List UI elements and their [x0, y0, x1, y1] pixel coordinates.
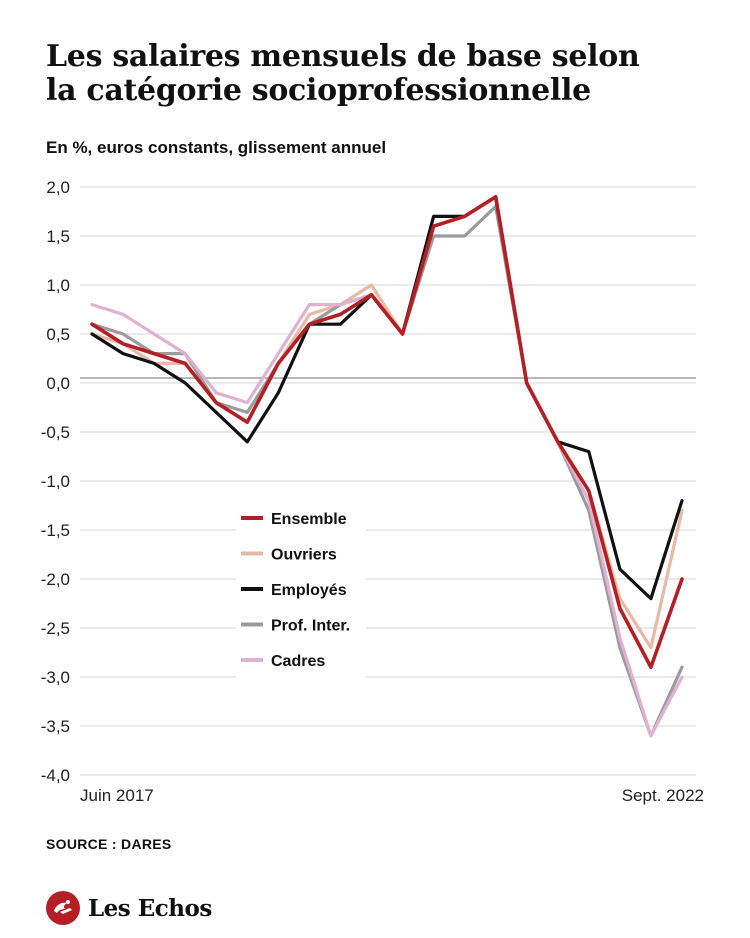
legend-label-ensemble: Ensemble	[271, 511, 347, 528]
brand: Les Echos	[46, 888, 212, 928]
x-axis-start-label: Juin 2017	[80, 786, 154, 805]
chart-subtitle: En %, euros constants, glissement annuel	[46, 138, 387, 157]
source-note: SOURCE : DARES	[46, 836, 172, 852]
legend-label-prof-inter: Prof. Inter.	[271, 618, 350, 635]
y-tick-label: 1,5	[46, 227, 70, 246]
gridlines	[80, 186, 696, 776]
chart-title-line-1: Les salaires mensuels de base selon	[46, 39, 640, 74]
y-tick-label: -2,5	[41, 619, 70, 638]
legend-label-cadres: Cadres	[271, 653, 325, 670]
y-tick-label: -1,5	[41, 521, 70, 540]
y-tick-label: -4,0	[41, 766, 70, 785]
y-tick-label: -3,0	[41, 668, 70, 687]
y-tick-label: -0,5	[41, 423, 70, 442]
y-tick-label: 0,5	[46, 325, 70, 344]
y-tick-label: -1,0	[41, 472, 70, 491]
y-tick-label: -3,5	[41, 717, 70, 736]
brand-name: Les Echos	[88, 894, 212, 922]
y-tick-label: 2,0	[46, 178, 70, 197]
line-chart: 2,0 1,5 1,0 0,5 0,0 -0,5 -1,0 -1,5 -2,0 -2,5 -3,0 -…	[41, 178, 704, 805]
legend-label-ouvriers: Ouvriers	[271, 547, 337, 564]
legend: Ensemble Ouvriers Employés Prof. Inter. Cadr…	[236, 500, 366, 680]
les-echos-logo-icon	[46, 891, 80, 925]
y-tick-label: 0,0	[46, 374, 70, 393]
y-axis-tick-labels: 2,0 1,5 1,0 0,5 0,0 -0,5 -1,0 -1,5 -2,0 -2,5 -3,0 -…	[41, 178, 70, 785]
x-axis-end-label: Sept. 2022	[622, 786, 704, 805]
series-line-ouvriers	[90, 195, 684, 650]
x-axis-labels: Juin 2017 Sept. 2022	[80, 786, 704, 805]
series-lines	[90, 195, 684, 738]
legend-label-employ-s: Employés	[271, 582, 347, 599]
y-tick-label: 1,0	[46, 276, 70, 295]
chart-title: Les salaires mensuels de base selon la c…	[46, 40, 726, 108]
y-tick-label: -2,0	[41, 570, 70, 589]
chart-title-line-2: la catégorie socioprofessionnelle	[46, 73, 591, 108]
series-line-ensemble	[90, 195, 684, 670]
